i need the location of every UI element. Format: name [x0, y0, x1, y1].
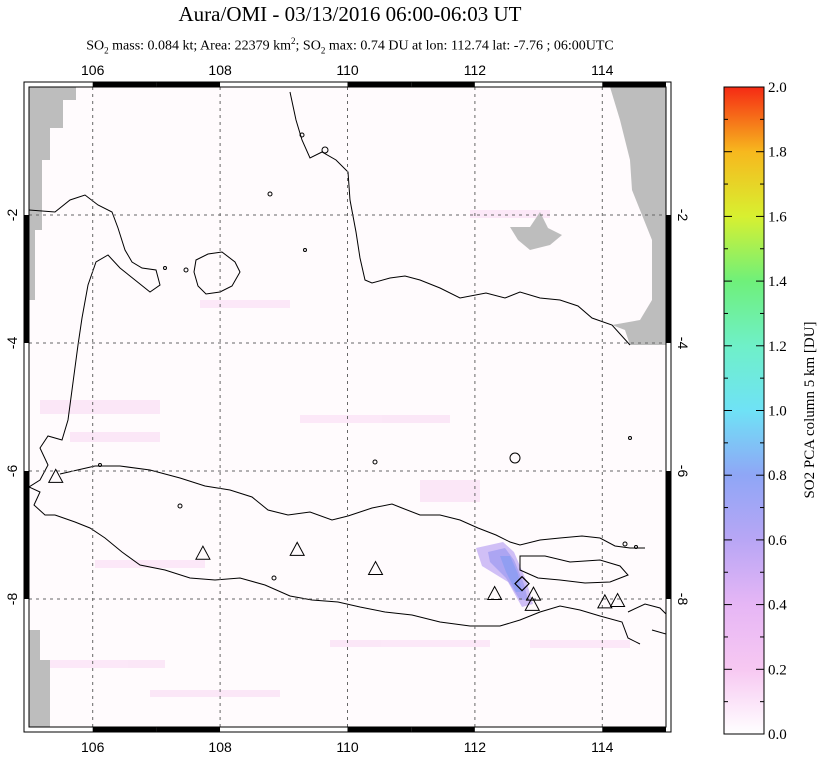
frame-bar-top — [474, 82, 539, 87]
lon-label-bottom: 112 — [464, 739, 487, 755]
frame-bar-top — [156, 82, 221, 87]
no-data-areas — [29, 87, 666, 727]
volcano-icon — [597, 593, 613, 609]
faint-so2-streaks — [40, 210, 630, 697]
lat-label-left: -6 — [4, 465, 20, 478]
colorbar-tick-label: 2.0 — [768, 80, 787, 96]
colorbar-tick-label: 0.4 — [768, 598, 787, 614]
colorbar-tick-label: 0.0 — [768, 727, 787, 743]
colorbar-tick-label: 1.6 — [768, 209, 787, 225]
frame-bar-top — [411, 82, 475, 87]
lon-label-top: 108 — [208, 62, 232, 78]
volcano-markers — [47, 468, 626, 611]
volcano-icon — [367, 560, 384, 576]
lon-label-top: 110 — [336, 62, 359, 78]
volcano-icon — [524, 596, 541, 611]
frame-bar-right — [666, 87, 671, 151]
lon-label-bottom: 114 — [591, 739, 614, 755]
frame-bar-left — [24, 279, 29, 343]
frame-bar-right — [666, 215, 671, 279]
frame-bar-bottom — [220, 727, 284, 732]
frame-bar-right — [666, 343, 671, 407]
frame-bar-right — [666, 599, 671, 663]
colorbar: 0.0 0.2 0.4 0.6 0.8 1.0 1.2 1.4 1.6 1.8 2.0 SO2 PC… — [723, 80, 818, 743]
max-diamond-icon — [514, 575, 530, 592]
latitude-labels: -2 -2 -4 -4 -6 -6 -8 -8 — [4, 209, 691, 606]
frame-bar-left — [24, 599, 29, 663]
lat-label-right: -6 — [675, 465, 691, 478]
lon-label-top: 112 — [464, 62, 487, 78]
volcano-icon — [195, 545, 211, 560]
so2-max-marker — [514, 575, 530, 592]
frame-bar-right — [666, 535, 671, 599]
colorbar-tick-label: 1.2 — [768, 339, 787, 355]
frame-bar-left — [24, 151, 29, 215]
volcano-icon — [486, 585, 503, 601]
frame-bar-bottom — [283, 727, 348, 732]
lon-label-bottom: 106 — [81, 739, 105, 755]
map-subtitle: SO2 mass: 0.084 kt; Area: 22379 km2; SO2… — [86, 36, 614, 56]
frame-bar-top — [538, 82, 603, 87]
frame-bar-bottom — [411, 727, 475, 732]
frame-bar-right — [666, 407, 671, 471]
colorbar-label: SO2 PCA column 5 km [DU] — [802, 321, 818, 498]
frame-bar-left — [24, 535, 29, 599]
frame-bar-bottom — [602, 727, 666, 732]
volcano-icon — [289, 541, 306, 556]
frame-bar-left — [24, 663, 29, 727]
frame-bar-left — [24, 407, 29, 471]
frame-bar-top — [29, 82, 93, 87]
colorbar-tick-label: 1.8 — [768, 145, 787, 161]
frame-border — [28, 86, 667, 728]
frame-bar-top — [220, 82, 284, 87]
coastlines — [29, 91, 666, 645]
volcano-icon — [47, 468, 64, 483]
frame-bar-top — [283, 82, 348, 87]
frame-bar-bottom — [474, 727, 539, 732]
frame-bar-bottom — [29, 727, 93, 732]
frame-bar-top — [92, 82, 157, 87]
colorbar-tick-label: 0.6 — [768, 533, 787, 549]
lat-label-right: -4 — [675, 337, 691, 350]
lat-label-right: -8 — [675, 593, 691, 606]
frame-bar-top — [602, 82, 666, 87]
lon-label-bottom: 108 — [208, 739, 232, 755]
frame-outer-border — [23, 81, 672, 733]
map-title: Aura/OMI - 03/13/2016 06:00-06:03 UT — [178, 2, 522, 26]
volcano-icon — [609, 592, 626, 608]
frame-bar-left — [24, 471, 29, 535]
lon-label-top: 106 — [81, 62, 105, 78]
frame-bar-top — [347, 82, 412, 87]
lon-label-top: 114 — [591, 62, 614, 78]
frame-bar-bottom — [156, 727, 221, 732]
lat-label-right: -2 — [675, 209, 691, 222]
frame-bar-left — [24, 87, 29, 151]
colorbar-tick-label: 0.8 — [768, 468, 787, 484]
frame-bar-left — [24, 343, 29, 407]
grid-lines — [29, 87, 666, 727]
lat-label-left: -4 — [4, 337, 20, 350]
lat-label-left: -8 — [4, 593, 20, 606]
map-frame — [23, 81, 672, 733]
colorbar-tick-label: 0.2 — [768, 662, 787, 678]
frame-bar-bottom — [538, 727, 603, 732]
lon-label-bottom: 110 — [336, 739, 359, 755]
colorbar-tick-label: 1.4 — [768, 274, 787, 290]
frame-bar-right — [666, 151, 671, 215]
longitude-labels: 106 106 108 108 110 110 112 112 114 114 — [81, 62, 614, 755]
frame-bar-bottom — [347, 727, 412, 732]
frame-bar-right — [666, 663, 671, 727]
lat-label-left: -2 — [4, 209, 20, 222]
frame-bar-left — [24, 215, 29, 279]
colorbar-ticks: 0.0 0.2 0.4 0.6 0.8 1.0 1.2 1.4 1.6 1.8 2.0 — [724, 80, 787, 743]
frame-bar-right — [666, 471, 671, 535]
frame-bar-bottom — [92, 727, 157, 732]
frame-bar-right — [666, 279, 671, 343]
colorbar-tick-label: 1.0 — [768, 404, 787, 420]
